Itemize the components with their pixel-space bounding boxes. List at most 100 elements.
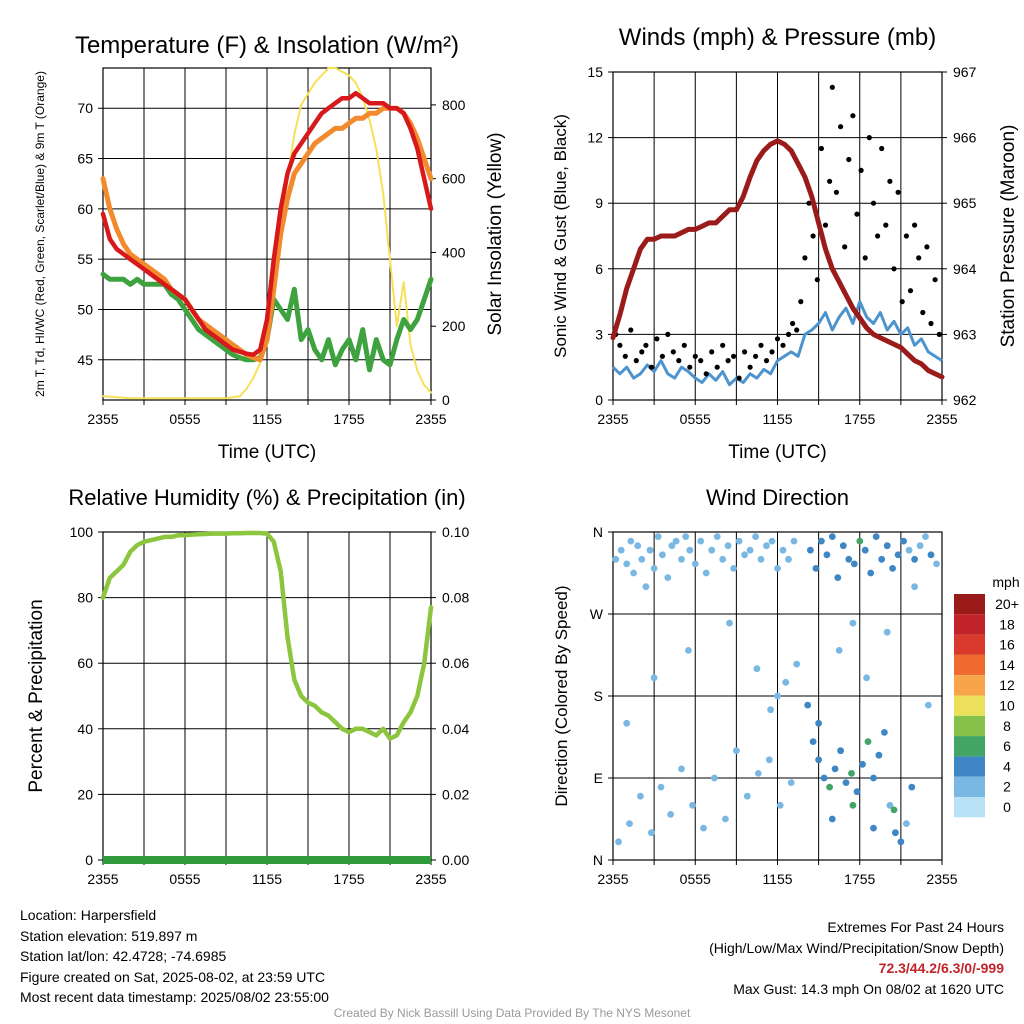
wind-direction-point [903, 820, 910, 827]
winds-gust-point [769, 349, 775, 355]
wind-direction-point [702, 569, 710, 577]
wind-direction-point [617, 546, 625, 554]
wind-direction-point [881, 729, 888, 736]
wind-direction-point [828, 815, 836, 823]
winds-gust-point [814, 277, 820, 283]
winds-gust-point [862, 255, 868, 261]
winds-y2-tick-label: 967 [953, 64, 977, 80]
wind-direction-point [875, 751, 883, 759]
temperature-y-tick-label: 60 [77, 201, 93, 217]
wind-direction-point [664, 574, 672, 581]
winds-y2-tick-label: 965 [953, 195, 977, 211]
wind-direction-point [831, 765, 839, 773]
winds-gust-point [676, 358, 682, 364]
winds-gust-point [932, 277, 938, 283]
wind-direction-point [826, 783, 833, 791]
wind-direction-x-tick-label: 1755 [844, 871, 875, 887]
winds-gust-point [742, 349, 748, 355]
temperature-y-tick-label: 65 [77, 151, 93, 167]
legend-label: 14 [999, 657, 1015, 673]
winds-gust-point [842, 244, 848, 250]
wind-direction-point [615, 838, 622, 846]
winds-gust-point [827, 178, 833, 184]
winds-gust-point [833, 189, 840, 195]
wind-direction-point [623, 560, 631, 568]
wind-direction-point [726, 619, 733, 627]
wind-direction-point [650, 565, 658, 572]
wind-direction-point [668, 542, 676, 550]
humidity-x-tick-label: 2355 [415, 871, 446, 887]
winds-gust-point [639, 349, 645, 355]
temperature-x-tick-label: 2355 [87, 411, 118, 427]
temperature-y2label: Solar Insolation (Yellow) [485, 132, 506, 335]
legend-swatch [954, 695, 985, 716]
winds-plot-frame [612, 71, 943, 401]
wind-direction-point [864, 738, 872, 745]
wind-direction-point [924, 701, 932, 709]
wind-direction-title: Wind Direction [706, 485, 849, 510]
wind-direction-point [835, 647, 843, 654]
winds-gust-point [643, 342, 649, 348]
extremes-value: 72.3/44.2/6.3/0/-999 [878, 960, 1004, 976]
humidity-y-tick-label: 40 [77, 721, 93, 737]
winds-gust-point [709, 349, 715, 355]
winds-gust-point [725, 358, 731, 364]
legend-label: 2 [1003, 779, 1011, 795]
wind-direction-point [686, 546, 694, 554]
winds-gust-point [875, 233, 881, 239]
winds-gust-point [891, 266, 897, 272]
winds-gust-point [698, 358, 704, 364]
wind-direction-point [900, 537, 907, 545]
humidity-y-tick-label: 0 [85, 852, 93, 868]
wind-direction-point [730, 565, 737, 572]
wind-direction-point [630, 569, 637, 577]
wind-direction-x-tick-label: 0555 [680, 871, 711, 887]
wind-direction-point [820, 774, 828, 782]
winds-x-tick-label: 1755 [844, 411, 875, 427]
winds-gust-point [628, 327, 634, 333]
winds-gust-point [870, 200, 877, 206]
winds-y2-tick-label: 962 [953, 392, 977, 408]
wind-direction-plot-frame [612, 531, 943, 861]
legend-swatch [954, 614, 985, 635]
winds-gust-point [846, 156, 852, 163]
wind-direction-point [793, 660, 801, 668]
winds-gust-point [883, 222, 889, 228]
legend-swatch [954, 736, 985, 757]
location-text: Location: Harpersfield [20, 907, 157, 923]
wind-direction-x-tick-label: 2355 [926, 871, 957, 887]
temperature-x-tick-label: 1155 [252, 411, 282, 427]
wind-direction-point [878, 555, 886, 563]
humidity-title: Relative Humidity (%) & Precipitation (i… [68, 485, 465, 510]
wind-direction-point [837, 747, 844, 755]
winds-gust-point [912, 222, 918, 228]
humidity-x-tick-label: 0555 [169, 871, 200, 887]
winds-gust-point [899, 299, 905, 305]
wind-direction-point [790, 537, 798, 545]
winds-gust-point [838, 124, 844, 130]
wind-direction-point [763, 542, 770, 550]
wind-direction-point [654, 533, 662, 540]
winds-y-tick-label: 15 [587, 64, 603, 80]
wind-direction-point [743, 792, 751, 800]
winds-gust-point [829, 84, 835, 90]
legend-label: 12 [999, 677, 1015, 693]
wind-direction-point [883, 542, 891, 550]
wind-direction-point [642, 583, 650, 591]
wind-direction-point [848, 770, 855, 777]
humidity-y-tick-label: 100 [70, 524, 94, 540]
wind-direction-point [818, 537, 825, 545]
wind-direction-ylabel: Direction (Colored By Speed) [552, 585, 571, 806]
wind-direction-y-tick-label: N [593, 852, 603, 868]
winds-x-tick-label: 1155 [762, 411, 792, 427]
humidity-series-rh [100, 530, 434, 741]
winds-gust-point [720, 342, 726, 348]
winds-x-tick-label: 2355 [597, 411, 628, 427]
winds-gust-point [794, 327, 800, 333]
humidity-ylabel: Percent & Precipitation [26, 599, 47, 792]
wind-direction-y-tick-label: S [594, 688, 603, 704]
wind-direction-point [853, 788, 861, 796]
wind-direction-point [787, 779, 795, 786]
temperature-y2-tick-label: 0 [442, 392, 450, 408]
wind-direction-point [719, 555, 727, 563]
